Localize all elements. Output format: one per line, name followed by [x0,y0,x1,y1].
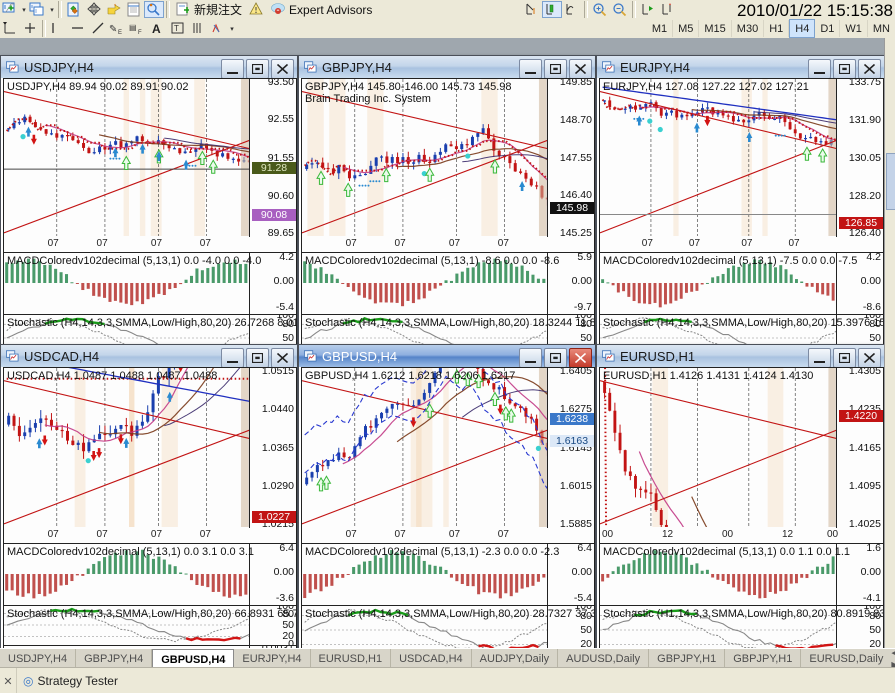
svg-text:T: T [174,24,179,33]
svg-text:✎: ✎ [109,24,117,35]
svg-text:E: E [118,30,122,36]
svg-text:A: A [152,22,161,36]
svg-text:F: F [138,30,142,36]
svg-text:▤: ▤ [129,23,137,32]
